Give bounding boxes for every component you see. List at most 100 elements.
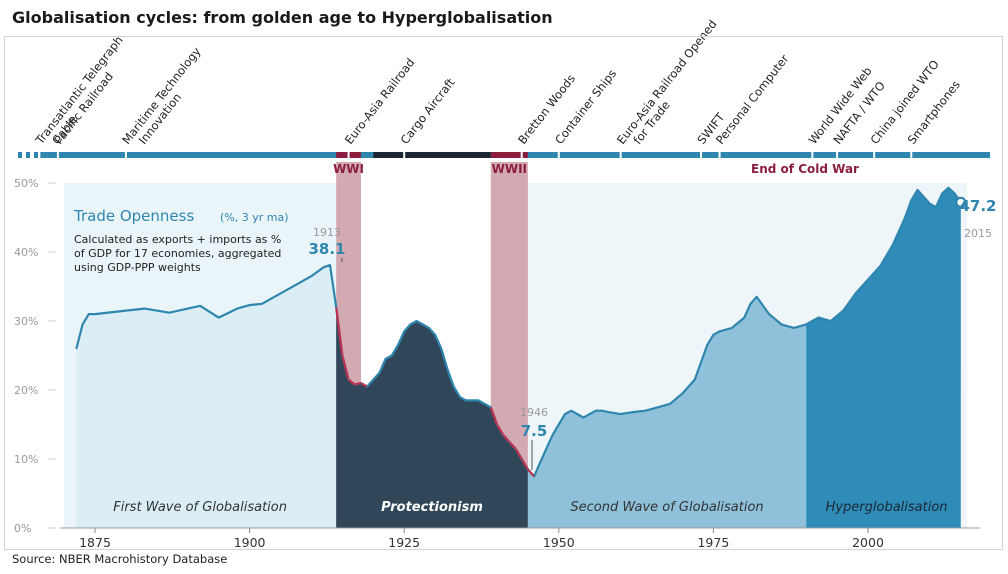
data-point (113, 311, 115, 313)
callout-year: 2015 (964, 227, 992, 240)
data-point (428, 327, 430, 329)
data-point (249, 304, 251, 306)
area-fill-3 (527, 296, 807, 528)
annotation: Trade Openness (%, 3 yr ma) Calculated as … (73, 207, 289, 274)
x-tick-label: 1950 (543, 535, 575, 550)
x-tick-label: 1875 (79, 535, 111, 550)
data-point (391, 354, 393, 357)
data-point (409, 323, 411, 325)
callout-value: 7.5 (521, 422, 548, 440)
data-point (496, 423, 498, 426)
event-label: China joined WTO (868, 57, 942, 147)
event-marker: Personal Computer (713, 52, 792, 147)
data-point (484, 403, 486, 405)
data-point (669, 403, 671, 405)
annotation-title-suffix: (%, 3 yr ma) (220, 211, 289, 224)
data-point (817, 317, 820, 319)
data-point (366, 386, 368, 388)
y-tick-label: 30% (14, 315, 38, 328)
data-point (904, 216, 906, 219)
data-point (941, 192, 943, 194)
data-point (403, 330, 405, 332)
data-point (335, 306, 337, 308)
data-point (867, 279, 869, 281)
data-point (329, 264, 331, 266)
data-point (477, 399, 479, 401)
timeline-dark-segment (373, 152, 491, 158)
data-point (935, 206, 937, 208)
data-point (94, 313, 96, 315)
data-point (910, 199, 912, 201)
data-point (75, 348, 77, 350)
area-fill-1 (76, 265, 337, 528)
data-point (298, 282, 300, 284)
data-point (514, 448, 517, 450)
y-tick-label: 40% (14, 246, 38, 259)
callout-value: 38.1 (308, 240, 345, 258)
data-point (879, 265, 882, 267)
era-label: Protectionism (381, 500, 483, 515)
data-point (595, 410, 597, 412)
annotation-line: Calculated as exports + imports as % (74, 233, 281, 246)
x-tick-label: 1975 (697, 535, 729, 550)
source-note: Source: NBER Macrohistory Database (12, 552, 228, 566)
data-point (372, 379, 374, 381)
data-point (923, 196, 925, 198)
data-point (620, 413, 622, 415)
data-point (465, 399, 467, 401)
era-label: Second Wave of Globalisation (570, 500, 763, 515)
callout-value: 47.2 (959, 197, 996, 215)
callout-year: 1946 (520, 406, 548, 419)
data-point (502, 434, 504, 436)
x-tick-label: 1925 (388, 535, 420, 550)
data-point (830, 320, 832, 322)
y-tick-label: 20% (14, 384, 38, 397)
y-tick-label: 10% (14, 453, 38, 466)
data-point (378, 372, 381, 374)
data-point (82, 323, 84, 325)
axes: 0% 10% 20% 30% 40% 50% 1875 1900 1925 1950 1975 200… (14, 177, 980, 550)
data-point (508, 441, 510, 443)
data-point (756, 296, 758, 298)
event-label: Transatlantic Telegraph (32, 33, 126, 147)
data-point (552, 434, 554, 436)
data-point (471, 399, 473, 401)
data-point (929, 203, 931, 205)
data-point (954, 192, 956, 194)
end-point-marker (955, 196, 967, 208)
timeline-war-segment (490, 152, 528, 158)
war-label: WWII (492, 162, 527, 176)
data-point (855, 292, 857, 294)
data-point (347, 379, 350, 381)
data-point (354, 383, 356, 386)
event-marker: Cargo Aircraft (398, 75, 458, 147)
event-label: Personal Computer (713, 52, 792, 147)
data-point (446, 368, 449, 370)
area-fills (76, 187, 961, 528)
data-point (397, 344, 399, 346)
data-point (681, 392, 684, 394)
data-point (323, 266, 325, 268)
data-point (601, 410, 603, 412)
data-point (261, 303, 263, 305)
data-point (236, 308, 238, 310)
data-point (582, 417, 585, 419)
timeline-dot (34, 152, 38, 158)
data-point (706, 344, 708, 346)
data-point (453, 386, 455, 388)
x-tick-label: 2000 (852, 535, 884, 550)
data-point (440, 348, 442, 350)
data-point (310, 275, 312, 277)
data-point (916, 189, 919, 191)
data-point (644, 410, 647, 412)
data-point (558, 423, 560, 426)
data-point (521, 458, 523, 460)
war-label: WWI (333, 162, 364, 176)
data-point (156, 310, 158, 312)
data-point (545, 448, 548, 450)
event-label: Cargo Aircraft (398, 75, 458, 147)
data-point (385, 358, 387, 360)
